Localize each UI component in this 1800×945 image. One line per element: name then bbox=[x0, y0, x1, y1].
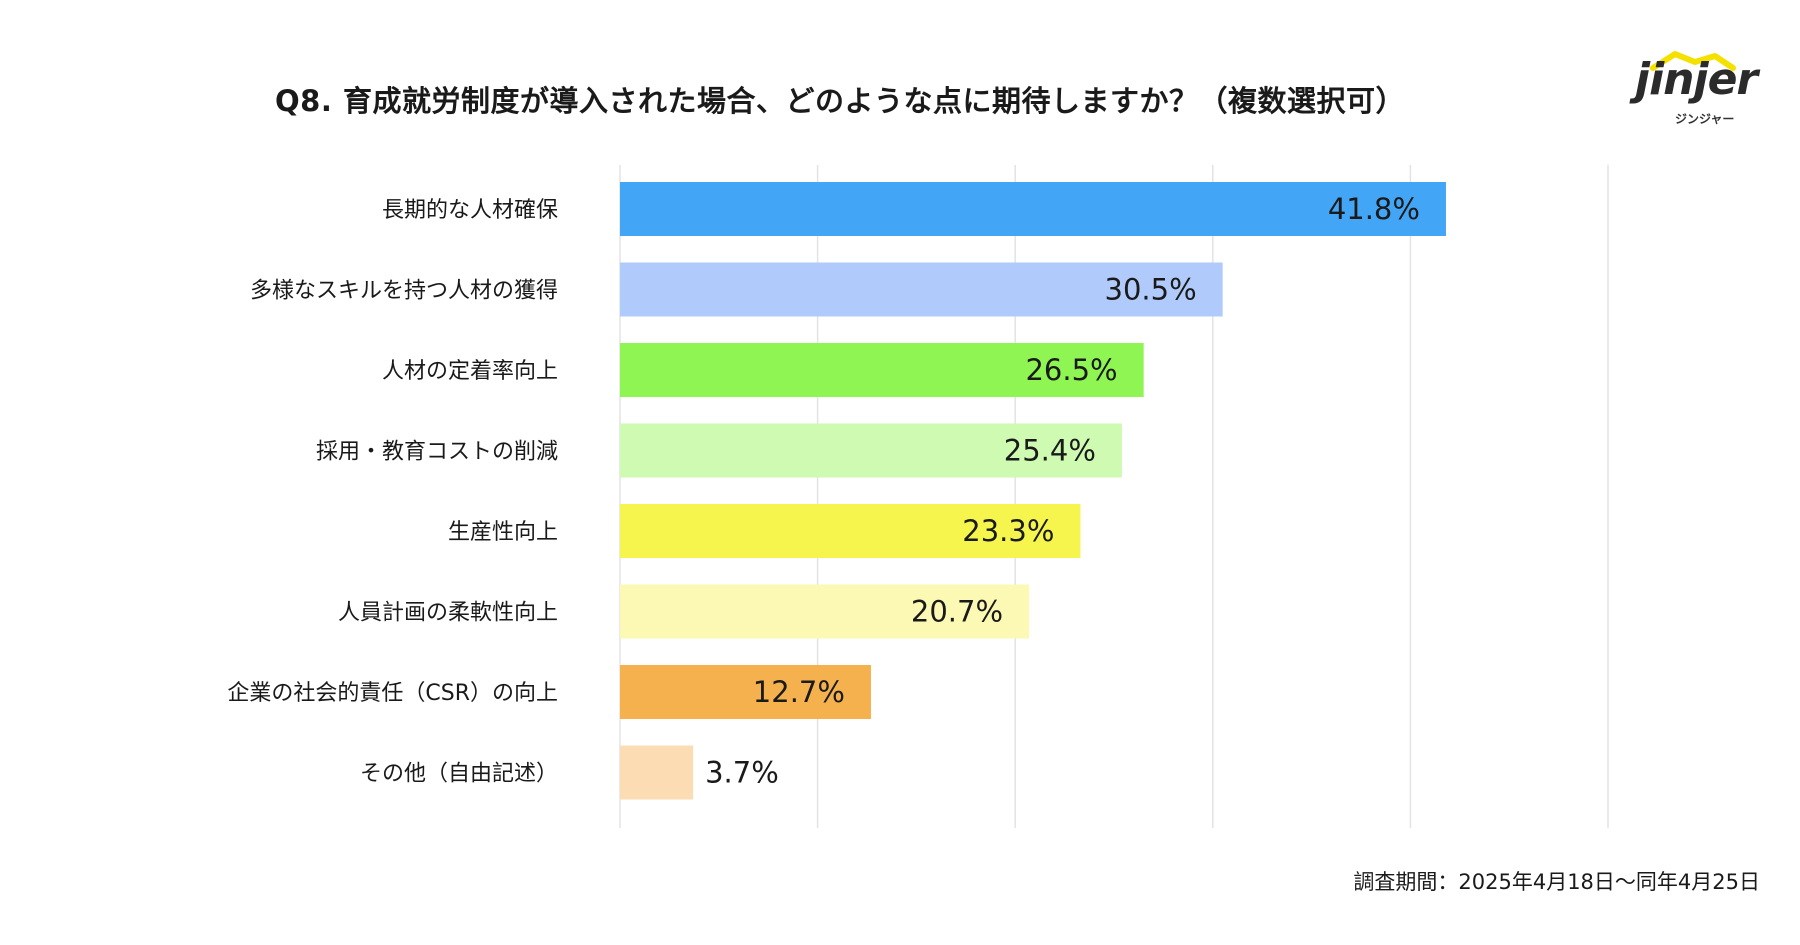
value-label: 25.4% bbox=[1004, 434, 1096, 468]
category-label: 多様なスキルを持つ人材の獲得 bbox=[250, 279, 558, 304]
bar bbox=[620, 262, 1223, 317]
value-label: 26.5% bbox=[1025, 353, 1117, 387]
category-label: 人材の定着率向上 bbox=[382, 359, 558, 384]
logo-roof-icon bbox=[1650, 51, 1736, 71]
bar bbox=[620, 665, 871, 719]
bar-chart: 長期的な人材確保 41.8% 多様なスキルを持つ人材の獲得 30.5% 人材の定着率向上… bbox=[227, 165, 1609, 828]
value-label: 23.3% bbox=[962, 514, 1054, 548]
bar bbox=[620, 182, 1446, 236]
bar bbox=[620, 504, 1081, 558]
value-label: 41.8% bbox=[1328, 192, 1420, 226]
bar bbox=[620, 584, 1030, 639]
category-label: その他（自由記述） bbox=[360, 762, 558, 787]
value-label: 3.7% bbox=[705, 756, 779, 790]
logo-wordmark: jinjer bbox=[1635, 54, 1758, 105]
category-label: 生産性向上 bbox=[448, 520, 558, 545]
chart-title: Q8. 育成就労制度が導入された場合、どのような点に期待しますか？（複数選択可） bbox=[275, 84, 1405, 118]
category-label: 長期的な人材確保 bbox=[382, 198, 558, 223]
value-label: 12.7% bbox=[753, 675, 845, 709]
bar bbox=[620, 745, 694, 800]
category-label: 人員計画の柔軟性向上 bbox=[338, 601, 558, 626]
value-label: 30.5% bbox=[1105, 273, 1197, 307]
bar bbox=[620, 343, 1144, 397]
value-label: 20.7% bbox=[911, 595, 1003, 629]
category-label: 企業の社会的責任（CSR）の向上 bbox=[227, 681, 558, 706]
survey-period-note: 調査期間：2025年4月18日〜同年4月25日 bbox=[1353, 870, 1760, 894]
category-label: 採用・教育コストの削減 bbox=[316, 440, 558, 465]
jinjer-logo: jinjer ジンジャー bbox=[1625, 48, 1765, 138]
bar bbox=[620, 423, 1122, 478]
logo-subtitle: ジンジャー bbox=[1675, 112, 1735, 126]
